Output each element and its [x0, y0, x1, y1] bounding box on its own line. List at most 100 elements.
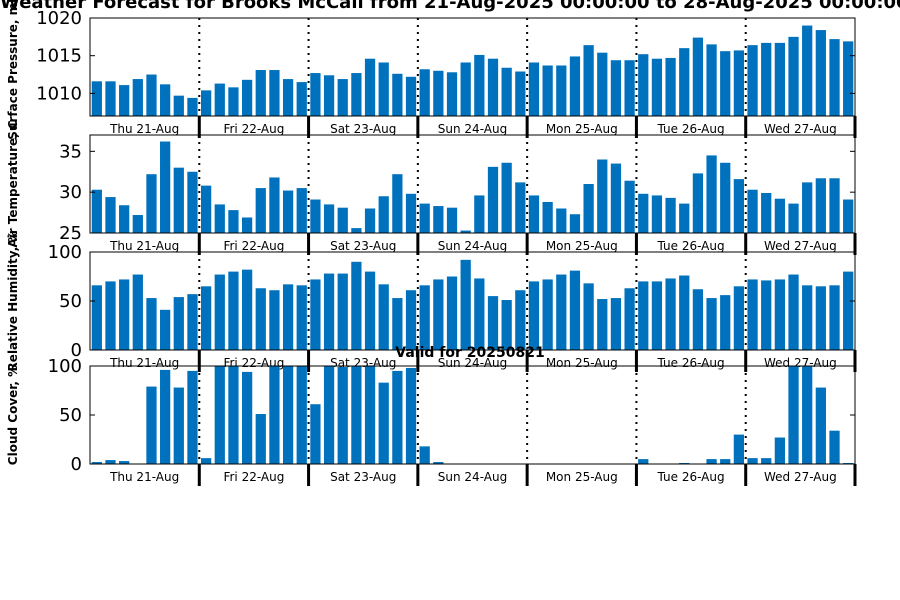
bar-2-18	[337, 207, 348, 233]
bar-4-24	[419, 446, 430, 464]
bar-1-34	[556, 65, 567, 116]
bar-3-22	[392, 298, 403, 350]
bar-2-30	[501, 162, 512, 233]
bar-4-12	[255, 414, 266, 464]
bar-1-50	[774, 42, 785, 116]
bar-2-39	[624, 180, 635, 233]
bar-1-32	[528, 62, 540, 116]
y-tick-label-1: 1010	[36, 83, 82, 104]
bar-3-11	[241, 269, 253, 350]
bar-3-15	[296, 285, 307, 350]
bar-1-14	[282, 79, 294, 116]
bar-2-48	[747, 189, 758, 233]
y-axis-label-2: Air Temperature, C	[6, 120, 20, 248]
bar-4-50	[774, 437, 785, 464]
bar-3-10	[228, 271, 239, 350]
bar-1-25	[433, 70, 444, 116]
bar-4-23	[405, 367, 417, 464]
bar-1-10	[228, 87, 239, 116]
bar-4-6	[173, 387, 184, 464]
bar-2-42	[665, 197, 676, 233]
bar-3-54	[829, 285, 840, 350]
bar-2-50	[774, 198, 785, 233]
bar-3-9	[214, 274, 225, 350]
bar-1-52	[802, 25, 813, 116]
bar-4-25	[433, 462, 444, 464]
bar-1-2	[119, 85, 130, 116]
bar-2-29	[487, 166, 499, 233]
day-label-2-4: Mon 25-Aug	[546, 239, 618, 253]
bar-3-12	[255, 288, 266, 350]
bar-3-1	[105, 281, 116, 350]
day-label-2-2: Sat 23-Aug	[330, 239, 396, 253]
bar-2-11	[241, 217, 253, 233]
bar-3-38	[610, 298, 622, 350]
bar-3-50	[774, 279, 785, 350]
bar-3-2	[119, 279, 130, 350]
day-label-2-6: Wed 27-Aug	[764, 239, 837, 253]
bar-2-22	[392, 174, 403, 233]
bar-3-16	[310, 279, 321, 350]
bar-1-42	[665, 57, 676, 116]
bar-1-4	[146, 74, 157, 116]
bar-1-29	[487, 58, 499, 116]
bar-2-46	[720, 162, 731, 233]
bar-1-0	[91, 81, 102, 116]
bar-2-21	[378, 196, 389, 233]
bar-4-5	[160, 369, 171, 464]
y-tick-label-3: 50	[59, 291, 82, 312]
bar-3-29	[487, 296, 499, 350]
y-axis-label-3: Relative Humidity, %	[6, 231, 20, 372]
bar-2-24	[419, 203, 430, 233]
bar-3-35	[569, 270, 581, 350]
bar-4-11	[241, 371, 253, 464]
bar-3-53	[815, 286, 826, 350]
bar-2-55	[843, 199, 854, 233]
bar-1-3	[132, 79, 143, 116]
day-label-3-6: Wed 27-Aug	[764, 356, 837, 370]
day-label-1-2: Sat 23-Aug	[330, 122, 396, 136]
bar-1-38	[610, 60, 622, 116]
plot-frame-1	[89, 17, 856, 117]
bar-2-47	[733, 179, 745, 233]
bar-1-23	[405, 76, 417, 116]
y-axis-label-4: Cloud Cover, %	[6, 365, 20, 465]
y-tick-label-1: 1020	[36, 8, 82, 29]
bar-3-39	[624, 288, 635, 350]
bar-2-37	[597, 159, 608, 233]
day-label-1-6: Wed 27-Aug	[764, 122, 837, 136]
bar-2-20	[364, 208, 376, 233]
bar-1-43	[679, 48, 690, 116]
y-tick-label-2: 35	[59, 141, 82, 162]
y-tick-label-2: 25	[59, 223, 82, 244]
bar-1-1	[105, 81, 116, 116]
bar-3-13	[269, 290, 280, 350]
bar-2-40	[638, 193, 649, 233]
bar-1-54	[829, 39, 840, 116]
bar-3-51	[788, 274, 799, 350]
bar-4-22	[392, 370, 403, 464]
bar-3-48	[747, 279, 758, 350]
day-label-4-6: Wed 27-Aug	[764, 470, 837, 484]
bar-2-41	[651, 195, 663, 233]
page-title: Weather Forecast for Brooks McCall from …	[0, 0, 900, 13]
day-label-1-3: Sun 24-Aug	[438, 122, 507, 136]
day-label-1-5: Tue 26-Aug	[657, 122, 725, 136]
bar-2-8	[200, 185, 212, 233]
bar-1-5	[160, 84, 171, 116]
bar-4-15	[296, 366, 307, 464]
bar-4-4	[146, 386, 157, 464]
bar-2-35	[569, 214, 581, 233]
bar-3-3	[132, 274, 143, 350]
day-label-4-1: Fri 22-Aug	[223, 470, 284, 484]
bar-3-19	[351, 261, 362, 350]
day-label-4-0: Thu 21-Aug	[109, 470, 179, 484]
day-label-2-0: Thu 21-Aug	[109, 239, 179, 253]
bar-1-12	[255, 70, 266, 116]
bar-4-40	[638, 459, 649, 464]
bar-1-49	[761, 42, 772, 116]
plot-frame-2	[89, 134, 856, 234]
bar-1-55	[843, 41, 854, 117]
bar-2-6	[173, 167, 184, 233]
bar-1-9	[214, 83, 225, 116]
